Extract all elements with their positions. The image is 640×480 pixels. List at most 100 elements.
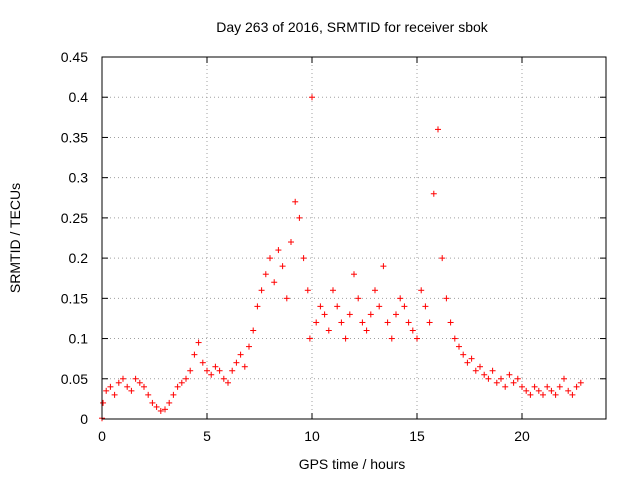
data-point: [342, 335, 349, 342]
data-point: [485, 375, 492, 382]
data-point: [359, 319, 366, 326]
data-point: [451, 335, 458, 342]
data-point: [254, 303, 261, 310]
data-point: [111, 391, 118, 398]
x-tick-label: 15: [409, 428, 425, 444]
data-point: [195, 339, 202, 346]
data-point: [296, 214, 303, 221]
data-point: [426, 319, 433, 326]
data-point: [124, 383, 131, 390]
data-point: [162, 406, 168, 413]
data-point: [128, 387, 135, 394]
data-point: [506, 371, 513, 378]
y-tick-label: 0.45: [61, 49, 88, 65]
y-tick-label: 0.25: [61, 210, 88, 226]
data-point: [283, 295, 290, 302]
x-tick-label: 5: [203, 428, 211, 444]
data-point: [498, 375, 504, 382]
data-point: [183, 375, 189, 382]
data-point: [208, 371, 215, 378]
data-point: [225, 379, 231, 386]
y-tick-label: 0.1: [69, 331, 89, 347]
data-point: [321, 311, 328, 318]
data-point: [514, 375, 521, 382]
data-point: [250, 327, 257, 334]
data-point: [204, 367, 210, 374]
y-tick-label: 0.05: [61, 371, 88, 387]
data-point: [267, 255, 273, 262]
data-point: [334, 303, 341, 310]
x-axis-label: GPS time / hours: [299, 456, 406, 472]
grid-lines: [102, 57, 606, 419]
data-point: [363, 327, 370, 334]
data-point: [157, 407, 164, 414]
data-point: [535, 387, 542, 394]
data-point: [540, 391, 546, 398]
data-point: [405, 319, 412, 326]
y-tick-label: 0.15: [61, 290, 88, 306]
data-point: [447, 319, 454, 326]
x-tick-label: 10: [304, 428, 320, 444]
data-point: [531, 383, 538, 390]
data-point: [275, 247, 282, 254]
data-point: [174, 383, 181, 390]
data-point: [132, 375, 139, 382]
y-tick-label: 0.2: [69, 250, 89, 266]
data-point: [397, 295, 404, 302]
x-tick-label: 20: [514, 428, 530, 444]
data-point: [241, 363, 248, 370]
data-point: [355, 295, 362, 302]
data-point: [191, 351, 198, 358]
data-points: [99, 94, 584, 422]
data-point: [477, 363, 483, 370]
data-point: [313, 319, 320, 326]
data-point: [414, 335, 420, 342]
data-point: [317, 303, 324, 310]
data-point: [422, 303, 429, 310]
data-point: [493, 379, 500, 386]
data-point: [309, 94, 315, 101]
data-point: [304, 287, 311, 294]
data-point: [561, 375, 567, 382]
x-tick-labels: 0 5 10 15 20: [98, 428, 530, 444]
data-point: [439, 255, 446, 262]
data-point: [262, 271, 269, 278]
data-point: [103, 387, 110, 394]
data-point: [456, 343, 462, 350]
data-point: [212, 363, 219, 370]
data-point: [556, 383, 563, 390]
data-point: [510, 379, 517, 386]
data-point: [552, 391, 559, 398]
y-axis-label: SRMTID / TECUs: [7, 183, 23, 293]
data-point: [115, 379, 122, 386]
data-point: [292, 198, 299, 205]
data-point: [464, 359, 471, 366]
data-point: [300, 255, 307, 262]
data-point: [100, 399, 107, 406]
data-point: [271, 279, 278, 286]
data-point: [573, 383, 580, 390]
data-point: [199, 359, 206, 366]
data-point: [136, 379, 143, 386]
data-point: [367, 311, 374, 318]
y-tick-label: 0.35: [61, 129, 88, 145]
data-point: [388, 335, 395, 342]
data-point: [472, 367, 479, 374]
data-point: [502, 383, 509, 390]
data-point: [384, 319, 391, 326]
data-point: [418, 287, 425, 294]
data-point: [330, 287, 336, 294]
data-point: [279, 263, 286, 270]
data-point: [577, 379, 584, 386]
data-point: [149, 399, 156, 406]
data-point: [166, 399, 173, 406]
data-point: [430, 190, 437, 197]
x-tick-label: 0: [98, 428, 106, 444]
data-point: [220, 375, 227, 382]
data-point: [519, 383, 525, 390]
chart-title: Day 263 of 2016, SRMTID for receiver sbo…: [216, 19, 489, 35]
data-point: [346, 311, 353, 318]
data-point: [338, 319, 345, 326]
data-point: [376, 303, 383, 310]
